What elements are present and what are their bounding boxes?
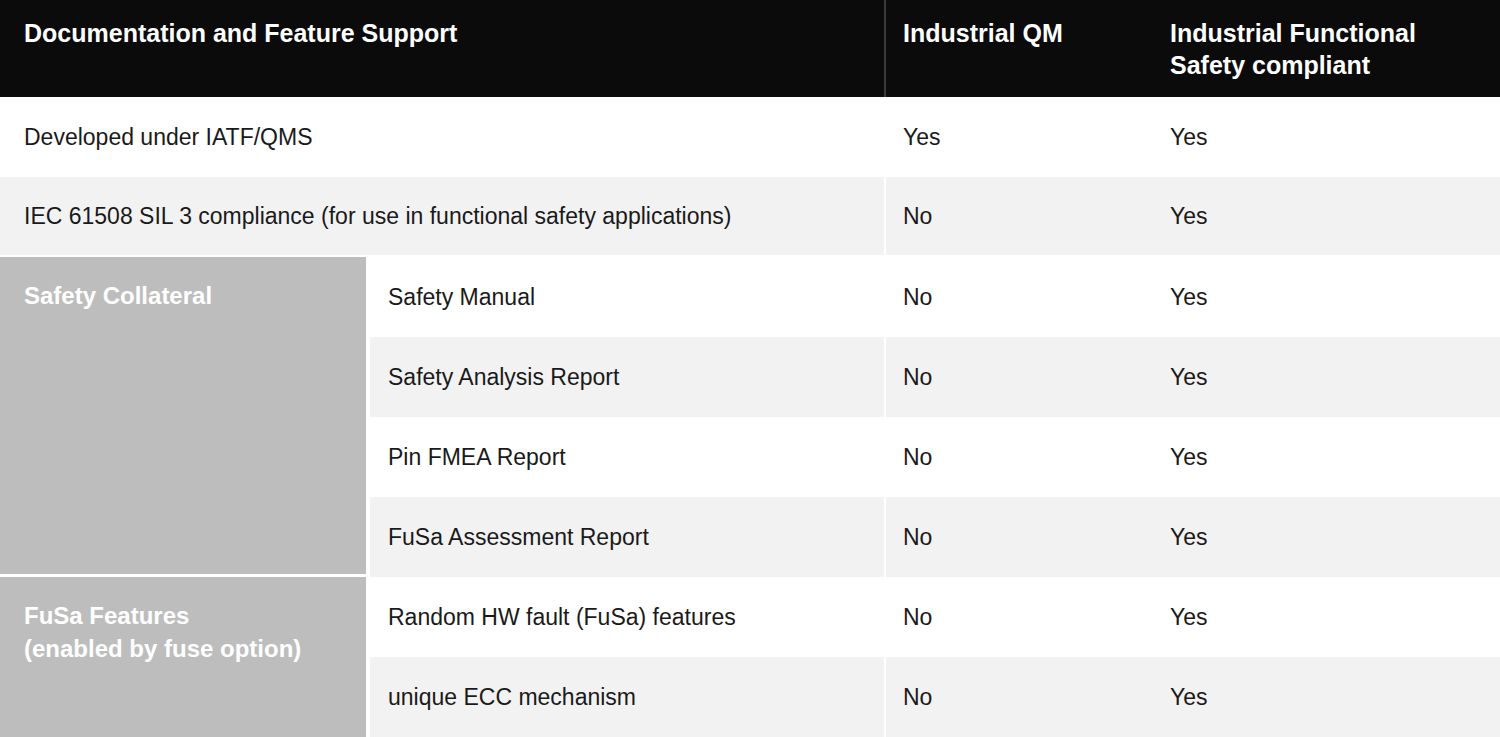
- table-row: Developed under IATF/QMS Yes Yes: [0, 97, 1500, 177]
- group-panel-fusa-features: FuSa Features (enabled by fuse option): [0, 577, 366, 737]
- feature-cell: Pin FMEA Report: [370, 417, 886, 497]
- group-section-safety-collateral: Safety Collateral Safety Manual No Yes S…: [0, 257, 1500, 577]
- feature-label: Safety Manual: [388, 284, 535, 311]
- fusa-value-cell: Yes: [1170, 203, 1500, 230]
- fusa-value: Yes: [1170, 284, 1208, 310]
- fusa-value: Yes: [1170, 444, 1208, 470]
- fusa-value-cell: Yes: [1170, 364, 1500, 391]
- feature-label: Developed under IATF/QMS: [24, 124, 312, 151]
- fusa-value-cell: Yes: [1170, 604, 1500, 631]
- qm-value: No: [903, 444, 932, 470]
- fusa-value: Yes: [1170, 604, 1208, 630]
- feature-label: Random HW fault (FuSa) features: [388, 604, 736, 631]
- header-fusa-label: Industrial Functional Safety compliant: [1170, 19, 1416, 79]
- table-header-row: Documentation and Feature Support Indust…: [0, 0, 1500, 97]
- feature-cell: Developed under IATF/QMS: [0, 97, 886, 177]
- feature-support-table: Documentation and Feature Support Indust…: [0, 0, 1500, 737]
- qm-value-cell: Yes: [886, 124, 1170, 151]
- feature-label: Pin FMEA Report: [388, 444, 566, 471]
- header-cell-industrial-qm: Industrial QM: [886, 0, 1170, 49]
- feature-cell: IEC 61508 SIL 3 compliance (for use in f…: [0, 177, 886, 255]
- qm-value: No: [903, 604, 932, 630]
- qm-value: No: [903, 524, 932, 550]
- qm-value-cell: No: [886, 684, 1170, 711]
- qm-value-cell: No: [886, 524, 1170, 551]
- fusa-value-cell: Yes: [1170, 524, 1500, 551]
- fusa-value: Yes: [1170, 364, 1208, 390]
- table-row: unique ECC mechanism No Yes: [370, 657, 1500, 737]
- fusa-value: Yes: [1170, 684, 1208, 710]
- table-row: Random HW fault (FuSa) features No Yes: [370, 577, 1500, 657]
- header-feature-label: Documentation and Feature Support: [24, 17, 457, 49]
- fusa-value: Yes: [1170, 124, 1208, 150]
- group-label: Safety Collateral: [24, 279, 348, 312]
- group-label-line2: (enabled by fuse option): [24, 632, 348, 665]
- group-section-fusa-features: FuSa Features (enabled by fuse option) R…: [0, 577, 1500, 737]
- qm-value-cell: No: [886, 364, 1170, 391]
- qm-value-cell: No: [886, 444, 1170, 471]
- group-label-line1: FuSa Features: [24, 599, 348, 632]
- header-cell-feature: Documentation and Feature Support: [0, 0, 886, 97]
- table-row: Safety Manual No Yes: [370, 257, 1500, 337]
- header-cell-industrial-fusa: Industrial Functional Safety compliant: [1170, 0, 1500, 81]
- group-panel-safety-collateral: Safety Collateral: [0, 257, 366, 574]
- fusa-value-cell: Yes: [1170, 124, 1500, 151]
- table-row: FuSa Assessment Report No Yes: [370, 497, 1500, 577]
- qm-value: No: [903, 684, 932, 710]
- qm-value: No: [903, 284, 932, 310]
- table-row: IEC 61508 SIL 3 compliance (for use in f…: [0, 177, 1500, 257]
- qm-value: Yes: [903, 124, 941, 150]
- qm-value-cell: No: [886, 604, 1170, 631]
- feature-label: Safety Analysis Report: [388, 364, 619, 391]
- feature-label: IEC 61508 SIL 3 compliance (for use in f…: [24, 203, 731, 230]
- feature-cell: FuSa Assessment Report: [370, 497, 886, 577]
- fusa-value-cell: Yes: [1170, 284, 1500, 311]
- group-rows: Random HW fault (FuSa) features No Yes u…: [370, 577, 1500, 737]
- header-qm-label: Industrial QM: [903, 19, 1063, 47]
- feature-label: unique ECC mechanism: [388, 684, 636, 711]
- table-row: Safety Analysis Report No Yes: [370, 337, 1500, 417]
- feature-cell: Safety Analysis Report: [370, 337, 886, 417]
- qm-value: No: [903, 364, 932, 390]
- feature-cell: unique ECC mechanism: [370, 657, 886, 737]
- qm-value: No: [903, 203, 932, 229]
- feature-label: FuSa Assessment Report: [388, 524, 649, 551]
- fusa-value: Yes: [1170, 203, 1208, 229]
- fusa-value: Yes: [1170, 524, 1208, 550]
- table-row: Pin FMEA Report No Yes: [370, 417, 1500, 497]
- feature-cell: Safety Manual: [370, 257, 886, 337]
- group-rows: Safety Manual No Yes Safety Analysis Rep…: [370, 257, 1500, 577]
- feature-cell: Random HW fault (FuSa) features: [370, 577, 886, 657]
- qm-value-cell: No: [886, 203, 1170, 230]
- fusa-value-cell: Yes: [1170, 444, 1500, 471]
- qm-value-cell: No: [886, 284, 1170, 311]
- fusa-value-cell: Yes: [1170, 684, 1500, 711]
